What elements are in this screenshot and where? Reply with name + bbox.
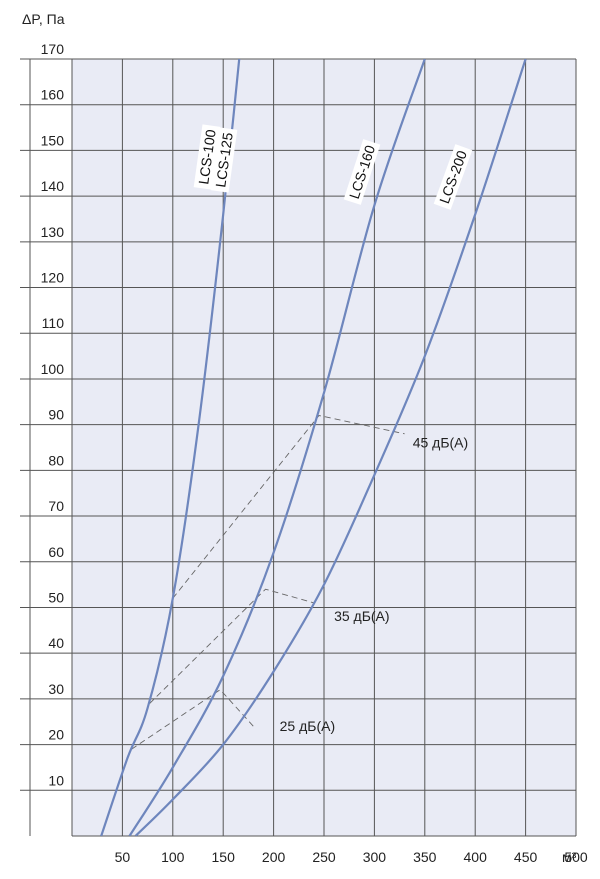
y-axis: 10 20 30 40 50 60 70 80 90 100 110 120 130 140 150 160 1… <box>41 41 65 788</box>
y-tick-label: 30 <box>48 681 64 697</box>
curve-label-bg <box>210 127 238 193</box>
x-tick-label: 450 <box>514 849 538 865</box>
y-tick-label: 130 <box>41 224 65 240</box>
x-tick-label: 150 <box>212 849 236 865</box>
x-tick-label: 200 <box>262 849 286 865</box>
y-tick-label: 170 <box>41 41 65 57</box>
curve-label-bg <box>343 139 381 205</box>
y-tick-label: 140 <box>41 178 65 194</box>
x-tick-label: 500 <box>564 849 588 865</box>
y-tick-label: 80 <box>48 452 64 468</box>
noise-line <box>131 689 254 750</box>
noise-line <box>172 415 405 599</box>
y-tick-label: 10 <box>48 772 64 788</box>
y-tick-label: 90 <box>48 407 64 423</box>
curve-label: LCS-125 <box>210 127 238 193</box>
curve-label-bg <box>433 144 473 210</box>
noise-label: 45 дБ(А) <box>413 435 468 451</box>
x-axis-unit: м³ <box>562 849 577 865</box>
y-tick-label: 40 <box>48 635 64 651</box>
y-tick-label: 160 <box>41 87 65 103</box>
noise-lines: 25 дБ(А) 35 дБ(А) 45 дБ(А) <box>131 415 468 750</box>
x-tick-label: 350 <box>413 849 437 865</box>
y-tick-label: 110 <box>42 315 65 331</box>
y-tick-label: 70 <box>48 498 64 514</box>
y-tick-label: 50 <box>48 589 64 605</box>
y-tick-label: 60 <box>48 544 64 560</box>
y-tick-label: 150 <box>41 132 65 148</box>
y-axis-title: ΔP, Па <box>22 11 65 27</box>
x-tick-label: 400 <box>464 849 488 865</box>
curve-line <box>128 59 426 836</box>
y-tick-label: 120 <box>41 270 65 286</box>
y-tick-label: 20 <box>48 727 64 743</box>
noise-line <box>149 588 315 704</box>
x-tick-label: 300 <box>363 849 387 865</box>
curve-line <box>134 59 527 836</box>
x-axis: 50 100 150 200 250 300 350 400 450 500 <box>115 849 588 865</box>
curve-label-text: LCS-125 <box>212 131 236 188</box>
x-tick-label: 250 <box>312 849 336 865</box>
x-tick-label: 50 <box>115 849 131 865</box>
y-tick-label: 100 <box>41 361 65 377</box>
curve-label-text: LCS-100 <box>195 128 219 185</box>
noise-label: 35 дБ(А) <box>334 608 389 624</box>
x-tick-label: 100 <box>161 849 185 865</box>
noise-label: 25 дБ(А) <box>280 718 335 734</box>
